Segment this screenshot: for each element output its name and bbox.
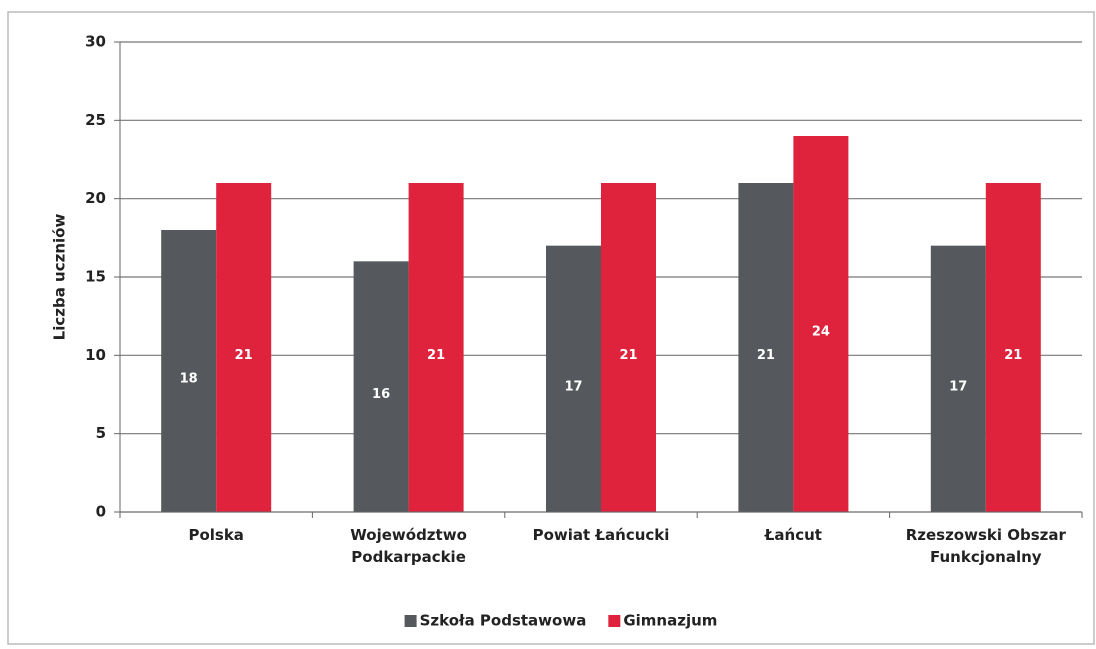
x-tick-label: Rzeszowski Obszar Funkcjonalny xyxy=(905,526,1066,566)
x-label-box: Powiat Łańcucki xyxy=(532,526,670,544)
x-tick-label: Łańcut xyxy=(764,526,822,544)
bar xyxy=(353,261,409,512)
data-label: 24 xyxy=(812,325,830,340)
y-axis-label: Liczba uczniów xyxy=(51,214,69,341)
data-label: 21 xyxy=(235,348,253,363)
x-label-box: Rzeszowski Obszar Funkcjonalny xyxy=(905,526,1066,566)
x-label-box: Polska xyxy=(188,526,244,544)
y-tick-label: 5 xyxy=(96,424,106,442)
data-label: 17 xyxy=(949,379,967,394)
bar xyxy=(161,230,217,512)
data-label: 21 xyxy=(757,348,775,363)
data-label: 16 xyxy=(372,387,390,402)
data-label: 18 xyxy=(180,372,198,387)
y-tick-label: 30 xyxy=(85,33,106,51)
data-label: 17 xyxy=(564,379,582,394)
bar xyxy=(601,183,656,512)
data-label: 21 xyxy=(427,348,445,363)
legend-label: Szkoła Podstawowa xyxy=(420,612,587,630)
legend: Szkoła Podstawowa Gimnazjum xyxy=(404,612,717,630)
y-tick-label: 0 xyxy=(96,503,106,521)
data-label: 21 xyxy=(619,348,637,363)
bar xyxy=(408,183,464,512)
bar xyxy=(793,136,849,512)
x-label-box: Województwo Podkarpackie xyxy=(350,526,467,566)
x-label-box: Łańcut xyxy=(764,526,822,544)
legend-swatch xyxy=(404,615,417,627)
legend-swatch xyxy=(608,615,621,627)
legend-label: Gimnazjum xyxy=(623,612,717,630)
x-tick-label: Powiat Łańcucki xyxy=(532,526,670,544)
y-tick-label: 15 xyxy=(85,268,106,286)
y-tick-label: 25 xyxy=(85,111,106,129)
bar xyxy=(985,183,1041,512)
x-tick-label: Polska xyxy=(188,526,244,544)
x-tick-label: Województwo Podkarpackie xyxy=(350,526,467,566)
bar xyxy=(930,245,986,512)
bar xyxy=(546,245,601,512)
bar xyxy=(738,183,794,512)
data-label: 21 xyxy=(1004,348,1022,363)
y-tick-label: 20 xyxy=(85,189,106,207)
bar xyxy=(216,183,272,512)
y-tick-label: 10 xyxy=(85,346,106,364)
